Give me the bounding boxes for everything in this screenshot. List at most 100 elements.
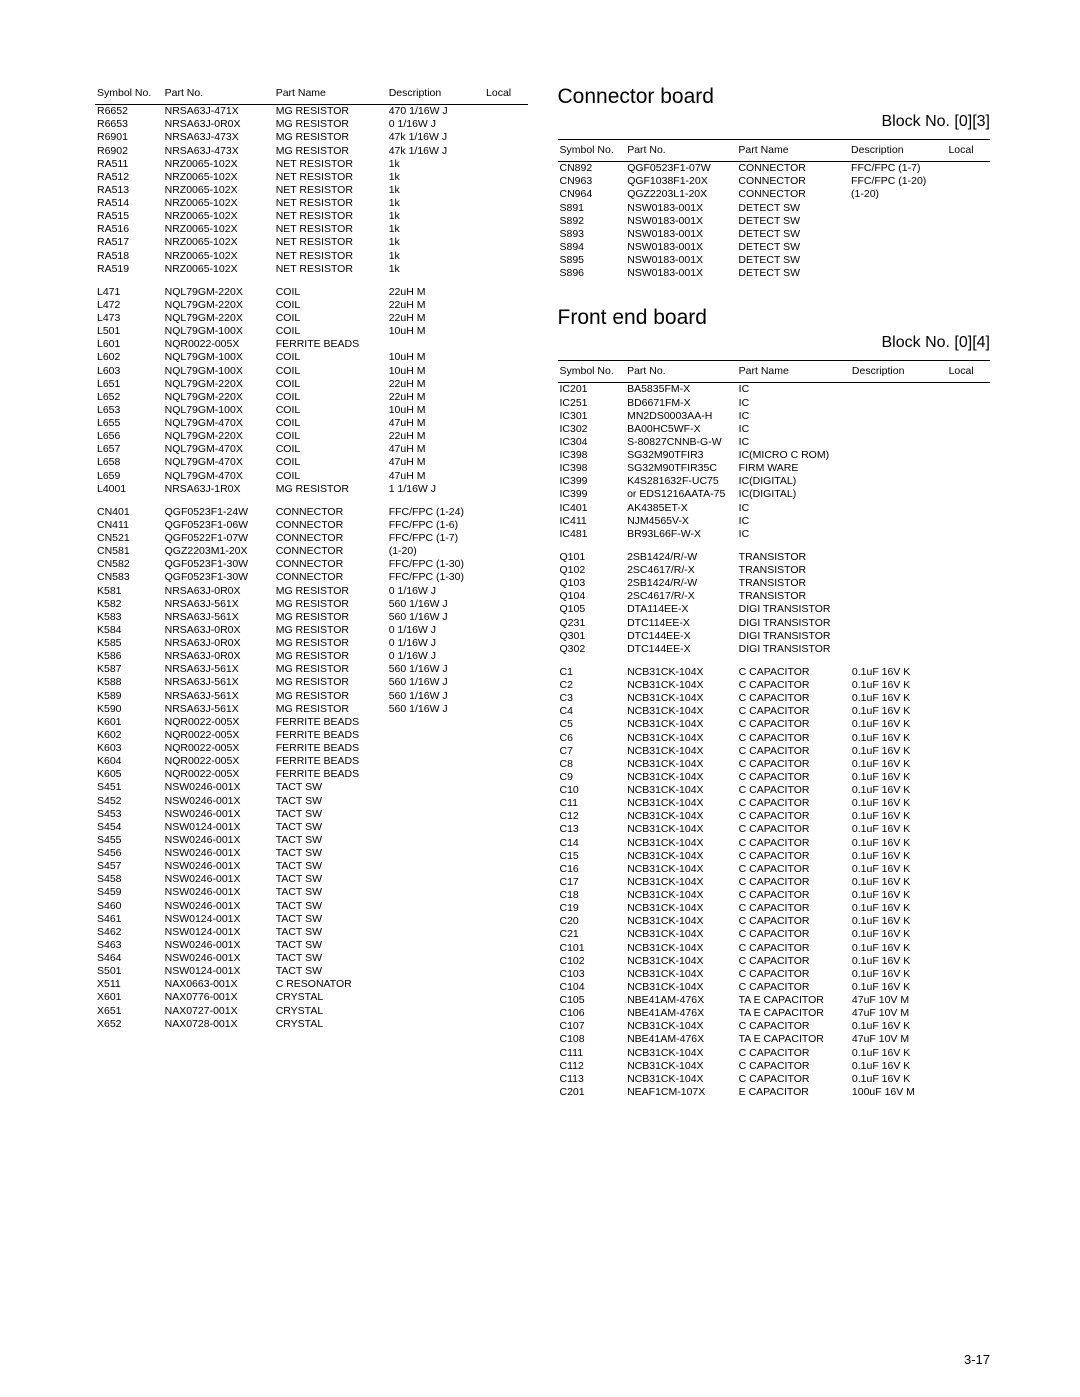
table-cell	[947, 551, 990, 564]
table-row: Q1032SB1424/R/-WTRANSISTOR	[558, 577, 991, 590]
table-cell: NET RESISTOR	[274, 263, 387, 276]
table-cell: Q101	[558, 551, 626, 564]
table-cell	[484, 611, 527, 624]
table-cell: MG RESISTOR	[274, 703, 387, 716]
table-row: L659NQL79GM-470XCOIL47uH M	[95, 470, 528, 483]
table-cell	[947, 955, 990, 968]
table-cell: L501	[95, 325, 163, 338]
table-cell: NSW0246-001X	[163, 886, 274, 899]
table-cell: NET RESISTOR	[274, 184, 387, 197]
table-cell: C CAPACITOR	[737, 758, 850, 771]
table-cell: 47uH M	[387, 443, 484, 456]
table-cell: S892	[558, 215, 626, 228]
table-cell	[947, 462, 990, 475]
table-cell: NSW0246-001X	[163, 781, 274, 794]
table-cell: NSW0124-001X	[163, 926, 274, 939]
table-cell: NAX0776-001X	[163, 991, 274, 1004]
table-cell	[484, 900, 527, 913]
table-cell: NET RESISTOR	[274, 171, 387, 184]
table-cell: NSW0124-001X	[163, 965, 274, 978]
table-cell: BR93L66F-W-X	[625, 528, 737, 541]
table-cell	[850, 603, 947, 616]
table-cell: IC302	[558, 423, 626, 436]
table-cell: IC	[737, 515, 850, 528]
table-cell: 22uH M	[387, 378, 484, 391]
table-cell: 1k	[387, 223, 484, 236]
table-cell	[946, 202, 990, 215]
table-cell: Q301	[558, 630, 626, 643]
table-cell	[484, 886, 527, 899]
table-cell: 0.1uF 16V K	[850, 1073, 947, 1086]
table-cell: RA515	[95, 210, 163, 223]
table-row: L602NQL79GM-100XCOIL10uH M	[95, 351, 528, 364]
table-cell: TACT SW	[274, 860, 387, 873]
table-cell: C14	[558, 837, 626, 850]
table-cell: QGF1038F1-20X	[625, 175, 736, 188]
table-cell	[484, 650, 527, 663]
table-cell	[947, 436, 990, 449]
table-cell: BD6671FM-X	[625, 397, 737, 410]
table-row: L471NQL79GM-220XCOIL22uH M	[95, 286, 528, 299]
table-cell: MG RESISTOR	[274, 650, 387, 663]
table-cell: NRZ0065-102X	[163, 263, 274, 276]
table-cell	[484, 939, 527, 952]
table-cell: 0 1/16W J	[387, 624, 484, 637]
table-row: C4NCB31CK-104XC CAPACITOR0.1uF 16V K	[558, 705, 991, 718]
table-cell: BA00HC5WF-X	[625, 423, 737, 436]
table-cell: C CAPACITOR	[737, 1060, 850, 1073]
table-cell: Q105	[558, 603, 626, 616]
table-cell	[387, 1018, 484, 1031]
table-cell	[947, 797, 990, 810]
table-cell: NCB31CK-104X	[625, 732, 737, 745]
table-cell	[484, 236, 527, 249]
table-cell: 560 1/16W J	[387, 663, 484, 676]
table-cell: NRZ0065-102X	[163, 210, 274, 223]
table-cell: C2	[558, 679, 626, 692]
table-cell	[850, 630, 947, 643]
table-cell: C4	[558, 705, 626, 718]
table-cell: COIL	[274, 365, 387, 378]
table-cell: X651	[95, 1005, 163, 1018]
table-cell: DIGI TRANSISTOR	[737, 603, 850, 616]
table-cell: NCB31CK-104X	[625, 745, 737, 758]
table-cell: CN411	[95, 519, 163, 532]
table-cell: NRSA63J-561X	[163, 598, 274, 611]
table-cell: NRZ0065-102X	[163, 223, 274, 236]
table-cell: 1k	[387, 171, 484, 184]
table-cell	[387, 873, 484, 886]
table-cell: S458	[95, 873, 163, 886]
table-cell: NAX0663-001X	[163, 978, 274, 991]
table-cell	[850, 488, 947, 501]
table-cell: C CAPACITOR	[737, 810, 850, 823]
table-cell	[850, 528, 947, 541]
table-cell: C111	[558, 1047, 626, 1060]
table-cell	[946, 175, 990, 188]
table-cell	[946, 241, 990, 254]
table-cell: 0.1uF 16V K	[850, 942, 947, 955]
table-cell: NCB31CK-104X	[625, 718, 737, 731]
table-cell: NQL79GM-220X	[163, 391, 274, 404]
table-cell	[947, 515, 990, 528]
table-cell: FFC/FPC (1-7)	[387, 532, 484, 545]
table-row: K581NRSA63J-0R0XMG RESISTOR0 1/16W J	[95, 585, 528, 598]
table-cell: COIL	[274, 417, 387, 430]
table-cell: NQL79GM-470X	[163, 470, 274, 483]
table-header: Symbol No.	[95, 85, 163, 105]
table-cell: NQL79GM-220X	[163, 312, 274, 325]
table-row: S891NSW0183-001XDETECT SW	[558, 202, 991, 215]
table-cell: S-80827CNNB-G-W	[625, 436, 737, 449]
table-cell: NCB31CK-104X	[625, 1060, 737, 1073]
table-cell: NCB31CK-104X	[625, 889, 737, 902]
table-cell: 47k 1/16W J	[387, 131, 484, 144]
table-cell	[484, 470, 527, 483]
table-row: L501NQL79GM-100XCOIL10uH M	[95, 325, 528, 338]
table-cell: IC399	[558, 475, 626, 488]
table-cell: NRZ0065-102X	[163, 171, 274, 184]
table-cell: IC(MICRO C ROM)	[737, 449, 850, 462]
table-cell	[484, 184, 527, 197]
table-row: C21NCB31CK-104XC CAPACITOR0.1uF 16V K	[558, 928, 991, 941]
table-cell: NSW0246-001X	[163, 860, 274, 873]
table-row: Q105DTA114EE-XDIGI TRANSISTOR	[558, 603, 991, 616]
table-cell: 1k	[387, 236, 484, 249]
table-cell: CRYSTAL	[274, 1018, 387, 1031]
